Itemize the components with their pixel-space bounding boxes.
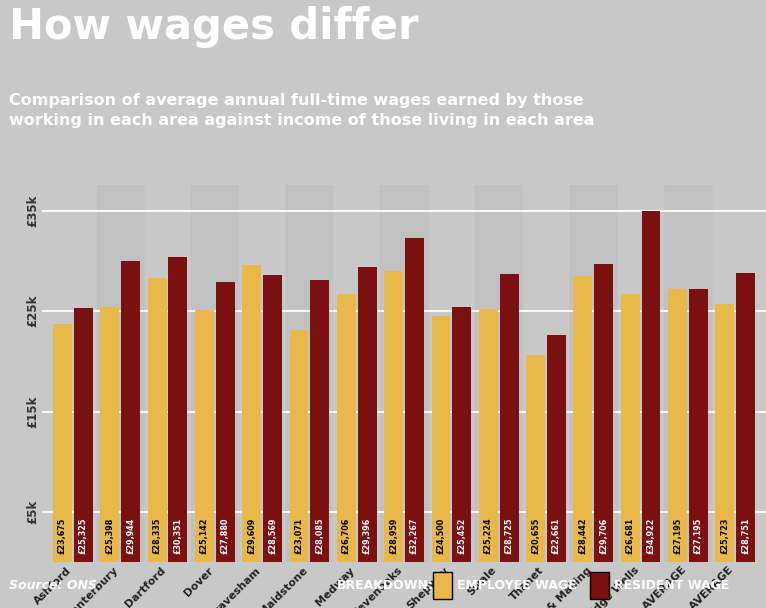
Bar [689, 289, 708, 562]
Text: £29,706: £29,706 [599, 518, 608, 554]
Bar [100, 307, 119, 562]
Bar [574, 277, 592, 562]
Text: £28,085: £28,085 [316, 518, 324, 554]
Bar [499, 274, 519, 562]
Text: £23,071: £23,071 [295, 518, 303, 554]
Bar [195, 309, 214, 562]
Bar [290, 331, 309, 562]
Bar [242, 264, 261, 562]
Bar [286, 185, 333, 562]
Text: £27,195: £27,195 [694, 518, 703, 554]
Bar [381, 185, 427, 562]
Bar [617, 185, 664, 562]
Text: £28,442: £28,442 [578, 518, 588, 554]
Bar [712, 185, 759, 562]
Text: £28,335: £28,335 [152, 518, 162, 554]
Bar [97, 185, 144, 562]
Bar [216, 282, 234, 562]
Bar [664, 185, 712, 562]
Bar [192, 185, 238, 562]
Text: £28,959: £28,959 [389, 518, 398, 554]
Bar [337, 294, 355, 562]
Bar [53, 325, 72, 562]
Text: £27,195: £27,195 [673, 518, 682, 554]
Bar [715, 304, 735, 562]
Bar [479, 309, 498, 562]
Text: £26,681: £26,681 [626, 518, 635, 554]
Text: £26,706: £26,706 [342, 518, 351, 554]
Text: £28,569: £28,569 [268, 518, 277, 554]
Text: Comparison of average annual full-time wages earned by those
working in each are: Comparison of average annual full-time w… [9, 93, 594, 128]
Bar [263, 275, 282, 562]
Bar [642, 212, 660, 562]
Text: EMPLOYEE WAGE: EMPLOYEE WAGE [457, 579, 577, 592]
FancyBboxPatch shape [433, 572, 452, 599]
Text: £29,396: £29,396 [362, 518, 372, 554]
Text: £25,398: £25,398 [105, 518, 114, 554]
Bar [333, 185, 381, 562]
Text: £25,723: £25,723 [720, 518, 729, 554]
Bar [431, 316, 450, 562]
Bar [385, 271, 403, 562]
Bar [594, 264, 613, 562]
Text: BREAKDOWN:: BREAKDOWN: [337, 579, 434, 592]
Bar [620, 294, 640, 562]
Bar [427, 185, 475, 562]
Text: Source: ONS: Source: ONS [9, 579, 97, 592]
Bar [358, 267, 377, 562]
Text: £28,751: £28,751 [741, 518, 750, 554]
Bar [74, 308, 93, 562]
Bar [238, 185, 286, 562]
Text: £29,609: £29,609 [247, 518, 256, 554]
Text: £29,944: £29,944 [126, 518, 135, 554]
Text: £24,500: £24,500 [437, 518, 446, 554]
Text: £27,880: £27,880 [221, 518, 230, 554]
Text: £23,675: £23,675 [58, 518, 67, 554]
Text: £25,452: £25,452 [457, 518, 466, 554]
Bar [570, 185, 617, 562]
Text: £25,224: £25,224 [484, 518, 493, 554]
Bar [736, 274, 755, 562]
Text: £34,922: £34,922 [647, 518, 656, 554]
Text: £25,325: £25,325 [79, 518, 88, 554]
Bar [452, 306, 471, 562]
Bar [405, 238, 424, 562]
Bar [310, 280, 329, 562]
Bar [526, 355, 545, 562]
Bar [144, 185, 192, 562]
Bar [547, 334, 566, 562]
Text: RESIDENT WAGE: RESIDENT WAGE [614, 579, 730, 592]
Text: £25,142: £25,142 [200, 518, 209, 554]
Bar [49, 185, 97, 562]
Text: £28,725: £28,725 [505, 518, 513, 554]
Text: £30,351: £30,351 [173, 518, 182, 554]
FancyBboxPatch shape [590, 572, 609, 599]
Bar [169, 257, 188, 562]
Bar [522, 185, 570, 562]
Text: £20,655: £20,655 [531, 518, 540, 554]
Text: £32,267: £32,267 [410, 518, 419, 554]
Text: £22,661: £22,661 [552, 518, 561, 554]
Bar [121, 261, 140, 562]
Text: How wages differ: How wages differ [9, 5, 419, 47]
Bar [475, 185, 522, 562]
Bar [668, 289, 687, 562]
Bar [148, 278, 166, 562]
